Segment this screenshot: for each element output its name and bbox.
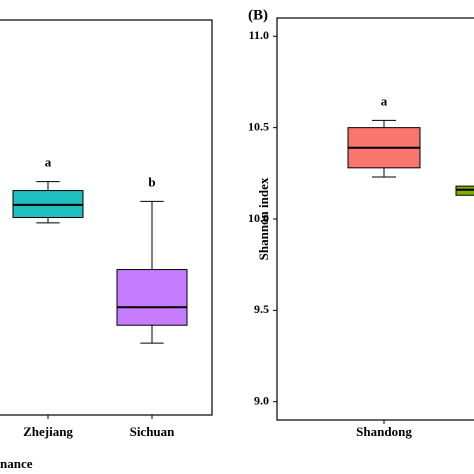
significance-letter: a: [45, 155, 52, 170]
box: [116, 269, 188, 326]
plot-frame: [276, 17, 474, 421]
y-axis-label: Shannon index: [256, 177, 271, 260]
y-tick-label: 9.5: [254, 302, 269, 316]
x-tick-label: Zhejiang: [23, 424, 73, 439]
x-tick-label: Sichuan: [130, 424, 176, 439]
significance-letter: b: [148, 174, 155, 189]
x-axis-label: nance: [0, 456, 33, 471]
y-tick-label: 10.5: [248, 119, 269, 133]
panel-label: (B): [248, 7, 268, 23]
y-tick-label: 9.0: [254, 393, 269, 407]
significance-letter: a: [381, 93, 388, 108]
x-tick-label: Shandong: [356, 424, 412, 439]
y-tick-label: 10.0: [248, 211, 269, 225]
plot-frame: [0, 19, 213, 416]
y-tick-label: 11.0: [249, 28, 269, 42]
